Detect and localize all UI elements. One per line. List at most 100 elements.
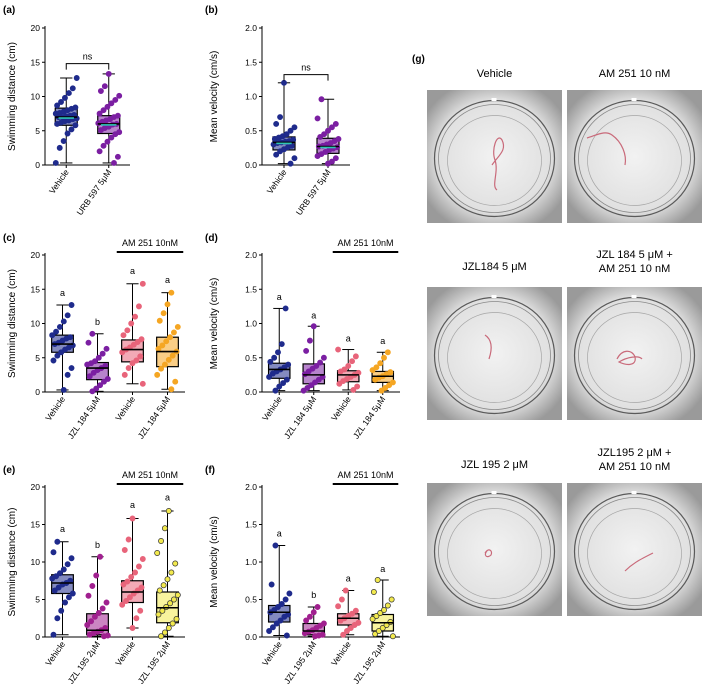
- treatment-label: AM 251 10nM: [337, 470, 393, 480]
- data-point: [61, 94, 68, 101]
- data-point: [379, 625, 386, 631]
- data-point: [290, 136, 297, 143]
- data-point: [128, 574, 135, 580]
- data-point: [104, 632, 111, 639]
- data-point: [282, 305, 289, 312]
- data-point: [156, 317, 163, 324]
- data-point: [355, 619, 362, 626]
- data-point: [91, 613, 98, 620]
- x-tick-label: JZL 195 2μM: [136, 639, 173, 685]
- data-point: [159, 342, 166, 349]
- x-tick-label: Vehicle: [265, 167, 289, 195]
- group-letter: a: [380, 564, 385, 574]
- data-point: [93, 572, 100, 579]
- data-point: [58, 607, 65, 614]
- data-point: [116, 129, 123, 136]
- data-point: [50, 631, 57, 638]
- data-point: [158, 365, 165, 372]
- data-point: [50, 549, 57, 556]
- data-point: [95, 354, 102, 361]
- data-point: [54, 352, 61, 359]
- data-point: [138, 336, 145, 343]
- data-point: [93, 385, 100, 392]
- x-tick-label: JZL 195 2μM: [351, 639, 388, 685]
- box-0: [266, 305, 292, 394]
- data-point: [381, 354, 387, 361]
- data-point: [335, 136, 342, 142]
- data-point: [372, 631, 379, 637]
- data-point: [116, 92, 123, 99]
- data-point: [170, 596, 177, 603]
- data-point: [163, 338, 170, 345]
- data-point: [271, 354, 278, 361]
- y-axis-label: Mean velocity (cm/s): [209, 516, 220, 608]
- dish-highlight: [491, 98, 497, 101]
- y-tick-label: 10: [31, 557, 41, 567]
- dish-highlight: [491, 295, 497, 298]
- data-point: [133, 357, 140, 364]
- dish-middle-ring: [438, 104, 551, 213]
- data-point: [278, 341, 285, 347]
- video-frame-1: AM 251 10 nM: [567, 68, 702, 223]
- data-point: [374, 577, 381, 583]
- data-point: [165, 356, 172, 363]
- data-point: [387, 369, 394, 376]
- video-frame-2: JZL184 5 μM: [427, 261, 562, 420]
- chart-a: (a) 0 5 10 15 20 Swimming distance (cm) Vehicle…: [3, 5, 130, 217]
- comparison-bracket: [65, 63, 110, 70]
- data-point: [138, 584, 145, 591]
- box-0: [49, 538, 76, 638]
- data-point: [275, 604, 281, 610]
- data-point: [377, 360, 384, 367]
- frame-title: JZL 195 2 μM: [461, 459, 528, 471]
- data-point: [283, 376, 290, 383]
- dish-highlight: [631, 98, 637, 101]
- swim-trail: [616, 350, 643, 365]
- data-point: [64, 371, 71, 378]
- data-point: [100, 142, 107, 149]
- data-point: [280, 380, 287, 387]
- y-tick-label: 0.0: [245, 632, 257, 642]
- data-point: [373, 364, 380, 371]
- y-tick-label: 10: [31, 92, 41, 102]
- data-point: [332, 120, 339, 127]
- box-1: [84, 330, 111, 395]
- panel-label: (b): [205, 5, 218, 16]
- x-tick-label: JZL 184 5μM: [351, 394, 388, 440]
- y-tick-label: 1.5: [245, 57, 257, 67]
- data-point: [161, 629, 168, 636]
- panel-label: (c): [3, 233, 15, 244]
- data-point: [58, 99, 64, 105]
- y-tick-label: 20: [31, 482, 41, 492]
- data-point: [121, 547, 128, 553]
- data-point: [377, 610, 384, 616]
- x-tick-label: Vehicle: [260, 639, 284, 667]
- y-tick-label: 0.5: [245, 595, 257, 605]
- box-1: [84, 553, 111, 640]
- data-point: [104, 103, 111, 110]
- y-tick-label: 0: [35, 387, 40, 397]
- y-tick-label: 0.5: [245, 353, 257, 363]
- data-point: [84, 622, 91, 628]
- data-point: [303, 617, 310, 624]
- data-point: [55, 584, 62, 591]
- treatment-label: AM 251 10nM: [122, 470, 178, 480]
- y-axis-label: Mean velocity (cm/s): [209, 51, 220, 143]
- data-point: [169, 352, 176, 359]
- group-letter: a: [346, 574, 351, 584]
- data-point: [354, 383, 361, 390]
- data-point: [282, 596, 289, 603]
- data-point: [168, 386, 175, 393]
- data-point: [291, 155, 298, 162]
- data-point: [310, 323, 317, 330]
- swim-trail: [586, 132, 627, 166]
- dish-middle-ring: [578, 104, 691, 213]
- y-tick-label: 1.0: [245, 319, 257, 329]
- group-letter: a: [311, 311, 316, 321]
- data-point: [317, 133, 324, 140]
- x-tick-label: JZL 195 2μM: [282, 639, 319, 685]
- data-point: [72, 122, 79, 129]
- frame-title: JZL 184 5 μM +: [596, 249, 673, 261]
- data-point: [352, 353, 359, 360]
- data-point: [60, 138, 67, 144]
